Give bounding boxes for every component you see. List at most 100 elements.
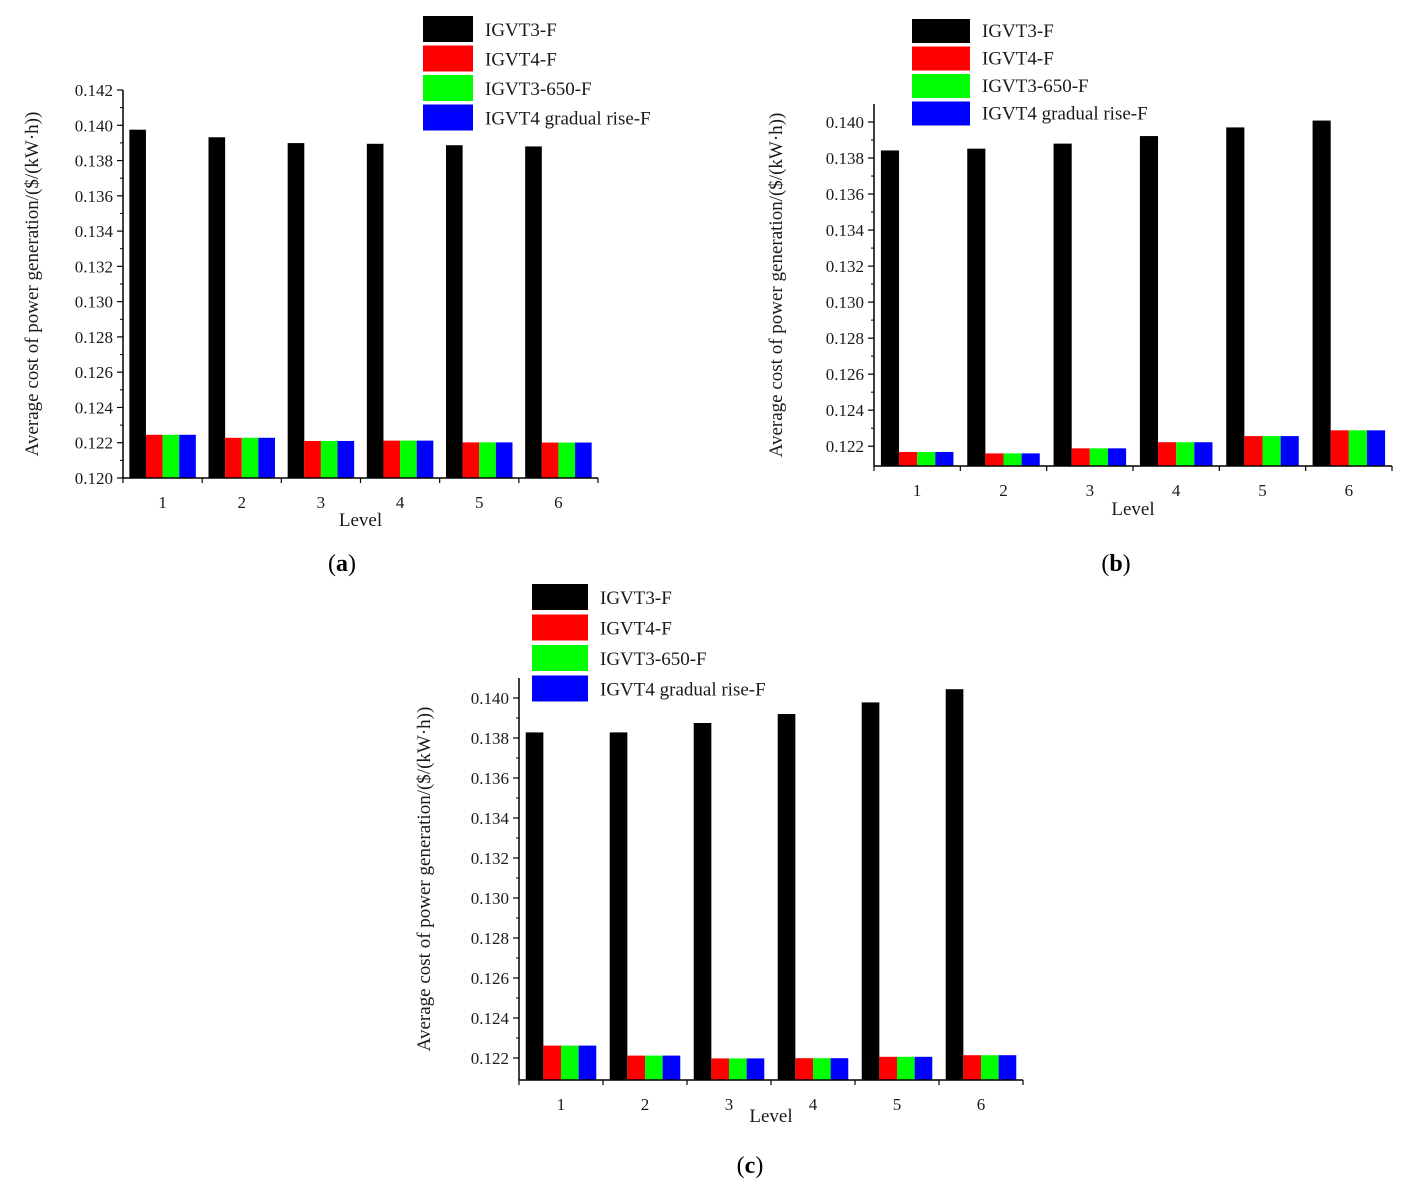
legend-label: IGVT3-650-F — [982, 76, 1089, 97]
y-tick-label: 0.124 — [826, 401, 865, 420]
bar-igvt3-f-level-5 — [1226, 127, 1245, 466]
bar-igvt3-650-f-level-4 — [400, 440, 417, 478]
chart-panel-b: 0.122 0.124 0.126 0.128 0.130 0.132 0.134 0.136… — [766, 19, 1393, 520]
bar-igvt3-650-f-level-5 — [479, 442, 496, 478]
x-tick-label: 4 — [809, 1095, 818, 1114]
bar-igvt3-f-level-6 — [1312, 120, 1331, 466]
chart-panel-c: 0.122 0.124 0.126 0.128 0.130 0.132 0.134 0.136… — [414, 584, 1024, 1127]
bar-igvt3-f-level-6 — [525, 146, 542, 478]
legend-label: IGVT3-F — [982, 21, 1054, 42]
bar-igvt4-gradual-rise-f-level-2 — [662, 1055, 681, 1080]
bar-igvt3-650-f-level-6 — [981, 1055, 999, 1080]
bar-igvt4-f-level-5 — [879, 1056, 897, 1080]
x-tick-label: 6 — [554, 493, 563, 512]
bar-igvt4-gradual-rise-f-level-6 — [575, 442, 592, 478]
legend-swatch — [532, 584, 588, 610]
bar-igvt3-650-f-level-5 — [897, 1056, 915, 1080]
y-tick-label: 0.126 — [75, 363, 113, 382]
y-tick-label: 0.140 — [826, 113, 864, 132]
y-tick-label: 0.136 — [471, 769, 509, 788]
y-axis-title: Average cost of power generation/($/(kW·… — [414, 707, 435, 1052]
bar-igvt4-gradual-rise-f-level-3 — [337, 440, 355, 478]
legend-label: IGVT4 gradual rise-F — [485, 109, 651, 130]
bar-igvt4-gradual-rise-f-level-1 — [578, 1045, 597, 1080]
x-tick-label: 2 — [641, 1095, 650, 1114]
x-axis-title: Level — [339, 510, 382, 531]
bar-igvt3-650-f-level-2 — [241, 437, 259, 478]
bar-igvt4-f-level-6 — [541, 442, 559, 478]
bar-igvt3-650-f-level-3 — [320, 440, 338, 478]
x-tick-label: 5 — [1258, 481, 1267, 500]
y-tick-label: 0.130 — [75, 293, 113, 312]
panel-caption-a: (a) — [328, 551, 356, 577]
legend-label: IGVT3-650-F — [600, 649, 707, 670]
bar-igvt4-gradual-rise-f-level-6 — [998, 1055, 1017, 1080]
y-tick-label: 0.122 — [826, 437, 864, 456]
legend-swatch — [532, 645, 588, 671]
legend-swatch — [912, 74, 970, 98]
bar-igvt3-f-level-4 — [777, 714, 796, 1080]
legend-label: IGVT3-650-F — [485, 79, 592, 100]
bar-igvt3-f-level-1 — [129, 129, 146, 478]
y-axis-title: Average cost of power generation/($/(kW·… — [766, 113, 787, 458]
legend-label: IGVT4-F — [600, 619, 672, 640]
legend-swatch — [912, 101, 970, 126]
legend-swatch — [912, 46, 970, 71]
legend-label: IGVT4-F — [982, 49, 1054, 70]
legend-label: IGVT3-F — [485, 20, 557, 41]
bar-igvt3-f-level-1 — [525, 732, 544, 1080]
x-tick-label: 4 — [396, 493, 405, 512]
bar-igvt3-650-f-level-2 — [645, 1055, 663, 1080]
bar-igvt3-650-f-level-4 — [1176, 442, 1195, 466]
y-tick-label: 0.128 — [471, 929, 509, 948]
bar-igvt4-gradual-rise-f-level-4 — [830, 1058, 849, 1080]
bar-igvt4-gradual-rise-f-level-3 — [1107, 448, 1127, 466]
legend-swatch — [532, 614, 588, 641]
y-tick-label: 0.138 — [826, 149, 864, 168]
bar-igvt4-f-level-5 — [462, 442, 480, 478]
bar-igvt4-gradual-rise-f-level-6 — [1366, 430, 1386, 466]
bar-igvt4-gradual-rise-f-level-1 — [935, 451, 954, 466]
legend-swatch — [423, 16, 473, 42]
y-axis-title: Average cost of power generation/($/(kW·… — [22, 112, 43, 457]
bar-igvt3-f-level-2 — [208, 137, 226, 479]
y-tick-label: 0.122 — [471, 1049, 509, 1068]
y-tick-label: 0.130 — [471, 889, 509, 908]
y-tick-label: 0.134 — [471, 809, 510, 828]
y-tick-label: 0.128 — [826, 329, 864, 348]
bar-igvt4-gradual-rise-f-level-1 — [179, 434, 196, 478]
bar-igvt4-gradual-rise-f-level-5 — [495, 442, 513, 478]
legend-swatch — [532, 675, 588, 702]
y-tick-label: 0.134 — [75, 222, 114, 241]
y-tick-label: 0.142 — [75, 81, 113, 100]
x-tick-label: 6 — [1345, 481, 1354, 500]
bar-igvt4-f-level-4 — [1158, 442, 1177, 466]
bar-igvt4-f-level-4 — [383, 440, 401, 478]
bar-igvt3-f-level-4 — [1139, 136, 1159, 466]
y-tick-label: 0.138 — [471, 729, 509, 748]
y-tick-label: 0.124 — [471, 1009, 510, 1028]
legend-swatch — [423, 45, 473, 72]
legend-label: IGVT3-F — [600, 588, 672, 609]
x-tick-label: 3 — [317, 493, 326, 512]
bar-igvt3-f-level-3 — [693, 723, 712, 1080]
bar-igvt4-f-level-2 — [627, 1055, 645, 1080]
legend-label: IGVT4 gradual rise-F — [982, 104, 1148, 125]
y-tick-label: 0.136 — [75, 187, 113, 206]
bar-igvt3-650-f-level-4 — [813, 1058, 831, 1080]
y-tick-label: 0.134 — [826, 221, 865, 240]
x-tick-label: 5 — [893, 1095, 902, 1114]
bar-igvt4-f-level-4 — [795, 1058, 813, 1080]
y-tick-label: 0.138 — [75, 152, 113, 171]
bar-igvt4-f-level-3 — [304, 440, 321, 478]
y-tick-label: 0.140 — [75, 116, 113, 135]
bar-igvt3-f-level-2 — [967, 148, 986, 466]
bar-igvt3-f-level-3 — [1053, 143, 1072, 466]
bar-igvt4-f-level-3 — [1071, 448, 1090, 466]
bar-igvt3-f-level-5 — [861, 702, 880, 1080]
x-tick-label: 1 — [557, 1095, 566, 1114]
bar-igvt4-gradual-rise-f-level-3 — [746, 1058, 765, 1080]
bar-igvt4-gradual-rise-f-level-4 — [416, 440, 434, 478]
panel-caption-c: (c) — [737, 1153, 764, 1179]
